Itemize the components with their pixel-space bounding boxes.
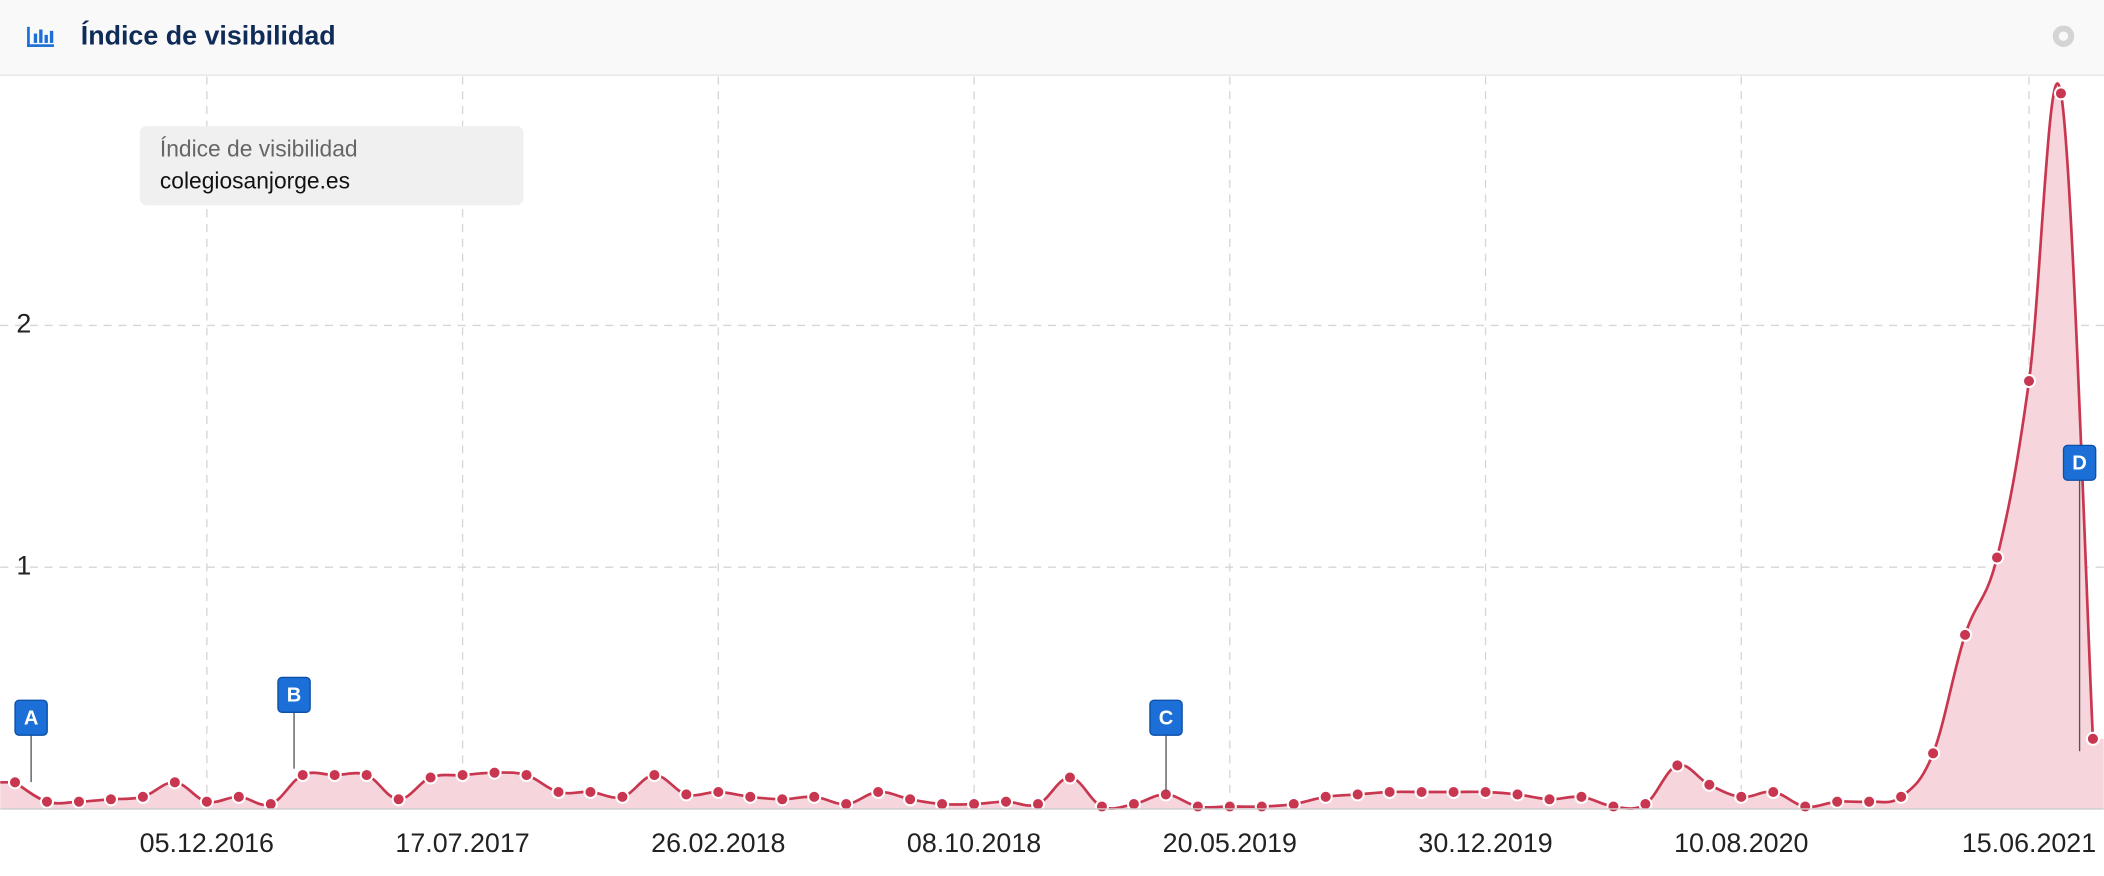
point (1894, 789, 1909, 804)
point (1606, 799, 1621, 814)
point (615, 789, 630, 804)
point (1414, 784, 1429, 800)
point (583, 784, 598, 800)
y-tick-label: 1 (16, 550, 31, 580)
point (359, 768, 374, 783)
point (455, 768, 470, 783)
legend-entry: colegiosanjorge.es (160, 167, 350, 193)
annotation-label: D (2072, 452, 2087, 474)
annotation-flag (1149, 699, 1183, 736)
point (7, 775, 23, 790)
point (231, 789, 246, 804)
point (1830, 794, 1845, 809)
point (1286, 797, 1301, 812)
point (1862, 794, 1877, 809)
point (1094, 799, 1109, 814)
point (551, 784, 566, 800)
x-tick-label: 10.08.2020 (1674, 828, 1808, 858)
point (1190, 799, 1205, 814)
point (135, 789, 150, 804)
point (935, 797, 950, 812)
point (391, 792, 406, 807)
point (679, 787, 694, 802)
point (2021, 374, 2037, 389)
annotation-flag (14, 699, 48, 736)
point (1062, 770, 1078, 785)
x-tick-label: 20.05.2019 (1163, 828, 1297, 858)
point (263, 797, 278, 812)
point (1382, 784, 1397, 800)
point (2085, 731, 2100, 746)
point (743, 789, 758, 804)
point (519, 768, 534, 783)
plot: 1 2 05.12.2016 17.07.2017 26.02.2018 08.10.20… (0, 76, 2104, 858)
point (1126, 797, 1141, 812)
point (167, 775, 182, 790)
y-tick-label: 2 (16, 309, 31, 339)
point (295, 768, 310, 783)
x-tick-label: 26.02.2018 (651, 828, 785, 858)
point (1510, 787, 1525, 802)
x-tick-label: 17.07.2017 (395, 828, 529, 858)
x-tick-label: 30.12.2019 (1418, 828, 1552, 858)
point (1670, 758, 1685, 773)
point (423, 770, 438, 785)
point (903, 792, 918, 807)
annotation-flag (277, 676, 311, 714)
legend-box (139, 126, 524, 206)
point (199, 794, 214, 809)
point (1350, 787, 1365, 802)
point (39, 794, 55, 809)
point (1958, 627, 1973, 642)
point (1446, 784, 1461, 800)
point (1638, 797, 1653, 812)
point (487, 765, 502, 780)
legend-title: Índice de visibilidad (160, 135, 358, 161)
x-tick-label: 15.06.2021 (1962, 828, 2096, 858)
point (71, 794, 86, 809)
point (1318, 789, 1333, 804)
point (1542, 792, 1557, 807)
point (775, 792, 790, 807)
point (807, 789, 822, 804)
point (871, 784, 886, 800)
point (103, 792, 118, 807)
point (1734, 789, 1749, 804)
point (327, 768, 342, 783)
point (1926, 746, 1941, 761)
point (1702, 777, 1717, 792)
header-bar (0, 0, 2104, 76)
x-tick-label: 05.12.2016 (140, 828, 274, 858)
point (1989, 550, 2005, 565)
annotation-flag (2062, 444, 2097, 481)
point (1574, 789, 1589, 804)
point (647, 768, 662, 783)
point (2053, 86, 2069, 101)
point (1798, 799, 1813, 814)
point (839, 797, 854, 812)
header-title: Índice de visibilidad (81, 20, 336, 51)
point (1254, 799, 1269, 814)
point (998, 794, 1014, 809)
annotation-label: A (24, 707, 39, 729)
settings-icon[interactable] (2052, 25, 2075, 47)
point (1030, 797, 1046, 812)
point (1766, 784, 1781, 800)
point (1222, 799, 1237, 814)
annotation-label: B (287, 685, 302, 707)
x-tick-label: 08.10.2018 (907, 828, 1041, 858)
chart-icon (27, 26, 54, 47)
annotation-label: C (1159, 707, 1174, 729)
point (711, 784, 726, 800)
point (967, 797, 982, 812)
point (1478, 784, 1493, 800)
